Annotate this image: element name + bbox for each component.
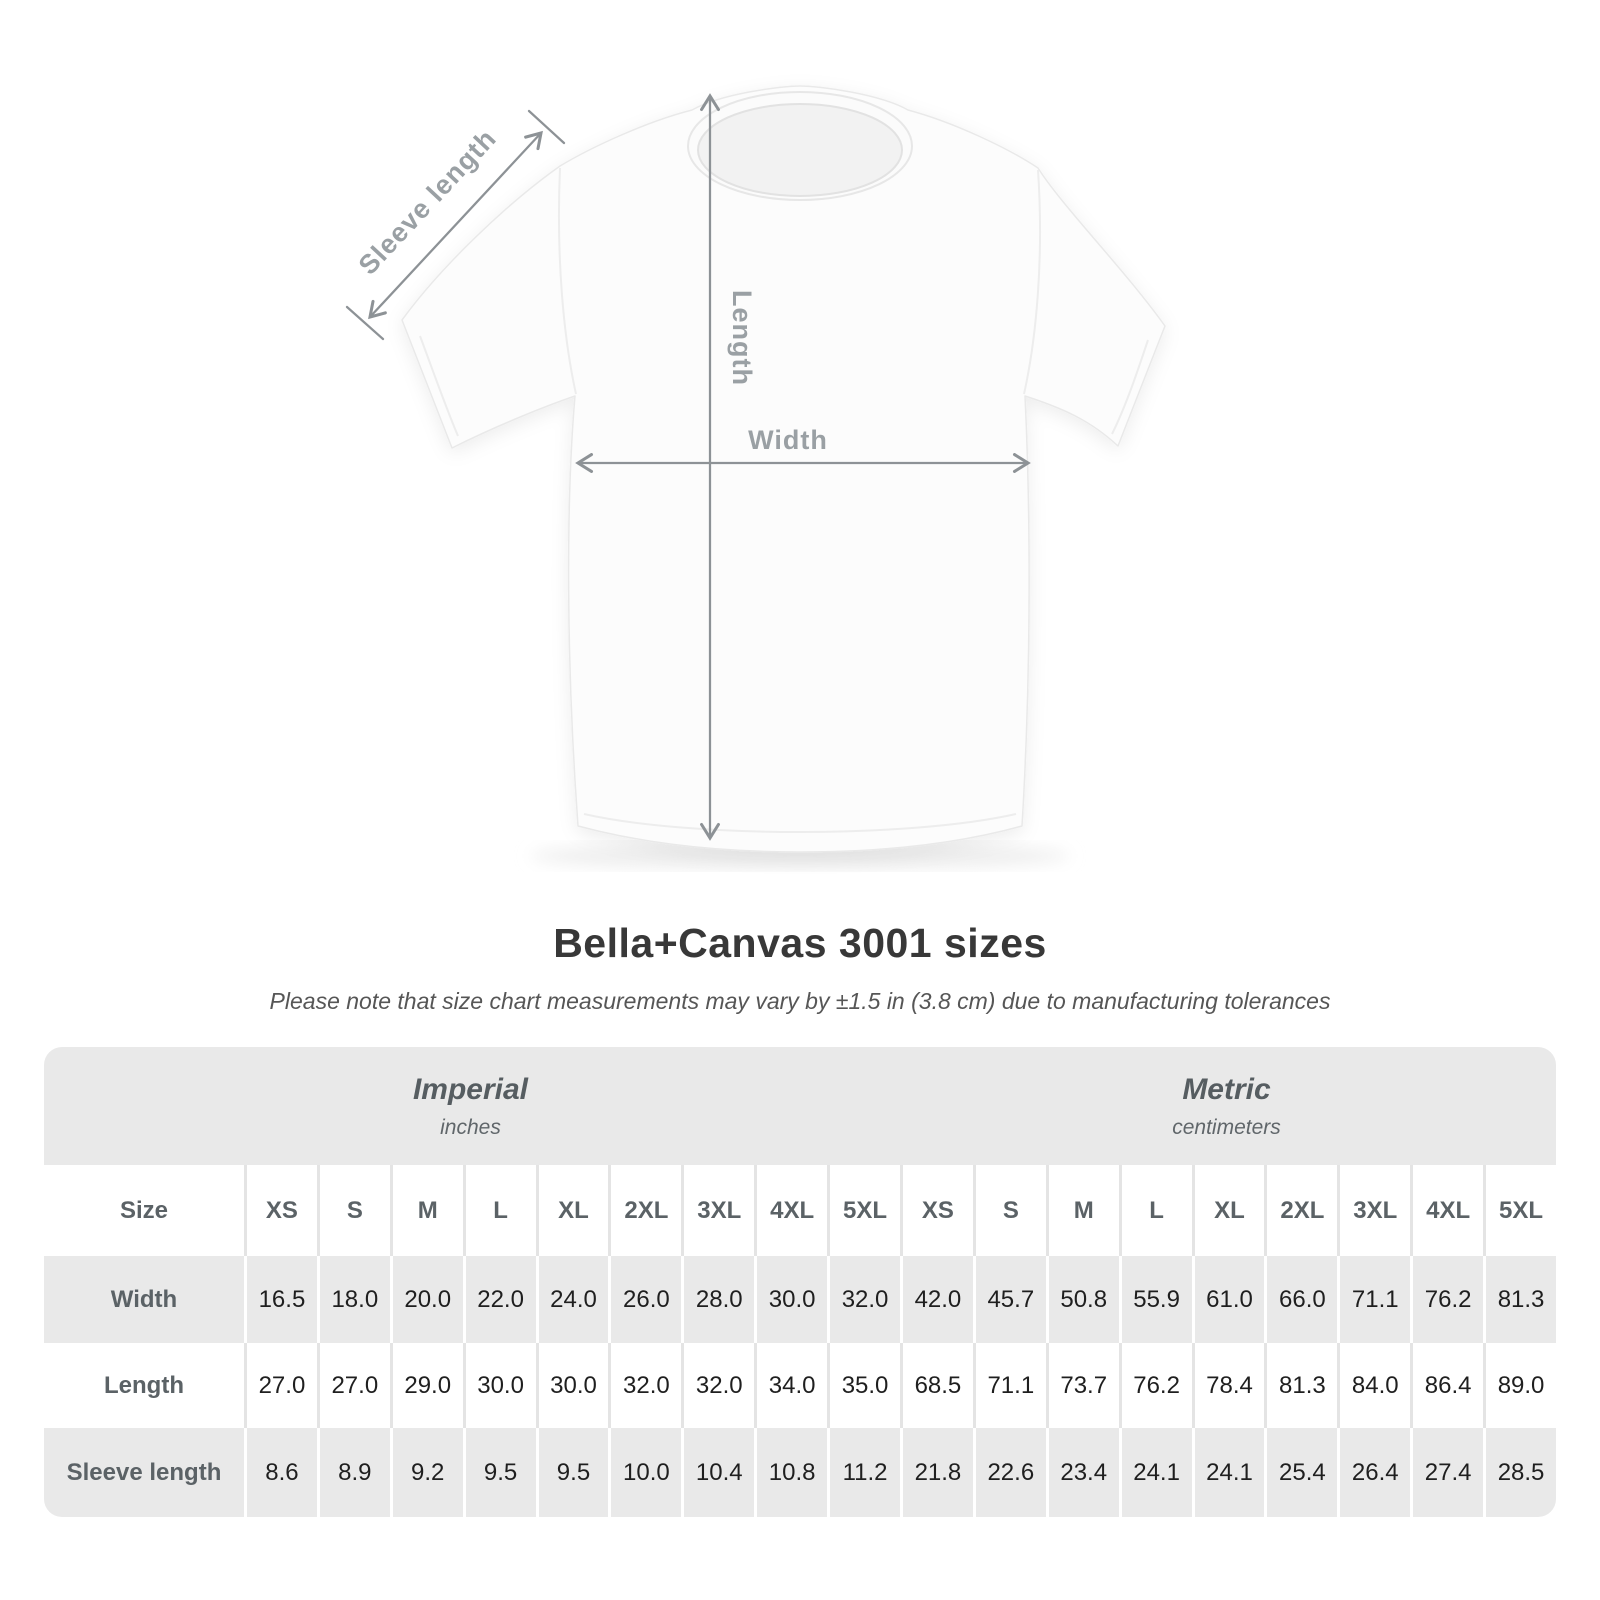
size-header-cell: L (1118, 1165, 1192, 1256)
value-cell: 16.5 (244, 1256, 317, 1343)
value-cell: 68.5 (899, 1343, 973, 1428)
value-cell: 42.0 (899, 1256, 973, 1343)
subtitle-note: Please note that size chart measurements… (269, 988, 1331, 1014)
value-cell: 81.3 (1483, 1256, 1556, 1343)
size-header-cell: M (389, 1165, 463, 1256)
size-header-cell: 5XL (827, 1165, 900, 1256)
size-header-cell: 3XL (1337, 1165, 1411, 1256)
value-cell: 84.0 (1337, 1343, 1411, 1428)
value-cell: 27.4 (1410, 1428, 1484, 1517)
value-cell: 20.0 (389, 1256, 463, 1343)
imperial-unit: inches (440, 1115, 501, 1139)
value-cell: 9.2 (389, 1428, 463, 1517)
size-table: Imperial inches Metric centimeters Size … (44, 1047, 1556, 1517)
value-cell: 9.5 (462, 1428, 536, 1517)
value-cell: 10.4 (681, 1428, 755, 1517)
value-cell: 23.4 (1045, 1428, 1119, 1517)
row-label-length: Length (44, 1343, 244, 1428)
row-label-sleeve-length: Sleeve length (44, 1428, 244, 1517)
size-header-cell: M (1045, 1165, 1119, 1256)
size-header-cell: 4XL (1410, 1165, 1484, 1256)
imperial-label: Imperial (412, 1072, 529, 1106)
tshirt-illustration: Sleeve length Length Width (345, 85, 1166, 869)
value-cell: 27.0 (316, 1343, 390, 1428)
value-cell: 71.1 (1337, 1256, 1411, 1343)
value-cell: 89.0 (1483, 1343, 1556, 1428)
value-cell: 32.0 (681, 1343, 755, 1428)
metric-section-header: Metric centimeters (897, 1047, 1556, 1165)
width-label: Width (748, 425, 828, 455)
value-cell: 30.0 (535, 1343, 609, 1428)
value-cell: 76.2 (1410, 1256, 1484, 1343)
size-header-cell: XS (244, 1165, 317, 1256)
value-cell: 24.1 (1118, 1428, 1192, 1517)
sleeve-length-arrow (368, 130, 543, 320)
value-cell: 29.0 (389, 1343, 463, 1428)
size-header-cell: 5XL (1483, 1165, 1556, 1256)
value-cell: 22.6 (972, 1428, 1046, 1517)
size-header-cell: L (462, 1165, 536, 1256)
size-header-cell: XS (899, 1165, 973, 1256)
value-cell: 21.8 (899, 1428, 973, 1517)
collar-opening (697, 103, 903, 197)
value-cell: 25.4 (1264, 1428, 1338, 1517)
size-header-cell: S (316, 1165, 390, 1256)
value-cell: 61.0 (1191, 1256, 1265, 1343)
value-cell: 8.6 (244, 1428, 317, 1517)
value-cell: 10.8 (754, 1428, 828, 1517)
shirt-seams (419, 167, 1149, 833)
value-cell: 27.0 (244, 1343, 317, 1428)
value-cell: 28.0 (681, 1256, 755, 1343)
measurement-arrows (345, 93, 1031, 841)
size-header-cell: XL (535, 1165, 609, 1256)
imperial-section-header: Imperial inches (44, 1047, 897, 1165)
value-cell: 22.0 (462, 1256, 536, 1343)
value-cell: 30.0 (462, 1343, 536, 1428)
value-cell: 32.0 (608, 1343, 682, 1428)
value-cell: 66.0 (1264, 1256, 1338, 1343)
value-cell: 76.2 (1118, 1343, 1192, 1428)
value-cell: 71.1 (972, 1343, 1046, 1428)
value-cell: 78.4 (1191, 1343, 1265, 1428)
size-column-header: Size (44, 1165, 244, 1256)
size-header-cell: XL (1191, 1165, 1265, 1256)
value-cell: 24.1 (1191, 1428, 1265, 1517)
value-cell: 32.0 (827, 1256, 900, 1343)
value-cell: 24.0 (535, 1256, 609, 1343)
value-cell: 18.0 (316, 1256, 390, 1343)
value-cell: 81.3 (1264, 1343, 1338, 1428)
value-cell: 30.0 (754, 1256, 828, 1343)
length-label: Length (727, 290, 757, 386)
tshirt-measurement-diagram: Sleeve length Length Width (345, 85, 1166, 869)
shirt-ground-shadow (530, 843, 1070, 869)
value-cell: 9.5 (535, 1428, 609, 1517)
value-cell: 28.5 (1483, 1428, 1556, 1517)
value-cell: 26.0 (608, 1256, 682, 1343)
size-header-cell: 4XL (754, 1165, 828, 1256)
sleeve-arrow-tick-lower (345, 305, 385, 341)
value-cell: 55.9 (1118, 1256, 1192, 1343)
tshirt-body (401, 85, 1166, 853)
units-header-band: Imperial inches Metric centimeters (44, 1047, 1556, 1165)
metric-label: Metric (1182, 1072, 1271, 1106)
value-cell: 73.7 (1045, 1343, 1119, 1428)
size-header-cell: 2XL (608, 1165, 682, 1256)
value-cell: 86.4 (1410, 1343, 1484, 1428)
row-label-width: Width (44, 1256, 244, 1343)
page-title: Bella+Canvas 3001 sizes (553, 920, 1047, 966)
value-cell: 10.0 (608, 1428, 682, 1517)
size-header-cell: 3XL (681, 1165, 755, 1256)
size-header-cell: 2XL (1264, 1165, 1338, 1256)
metric-unit: centimeters (1172, 1115, 1281, 1139)
value-cell: 34.0 (754, 1343, 828, 1428)
size-table-grid: Size XS S M L XL 2XL 3XL 4XL 5XL XS S M … (44, 1165, 1556, 1517)
value-cell: 35.0 (827, 1343, 900, 1428)
value-cell: 11.2 (827, 1428, 900, 1517)
value-cell: 45.7 (972, 1256, 1046, 1343)
value-cell: 8.9 (316, 1428, 390, 1517)
size-header-cell: S (972, 1165, 1046, 1256)
sleeve-arrow-tick-upper (527, 109, 566, 145)
value-cell: 50.8 (1045, 1256, 1119, 1343)
value-cell: 26.4 (1337, 1428, 1411, 1517)
